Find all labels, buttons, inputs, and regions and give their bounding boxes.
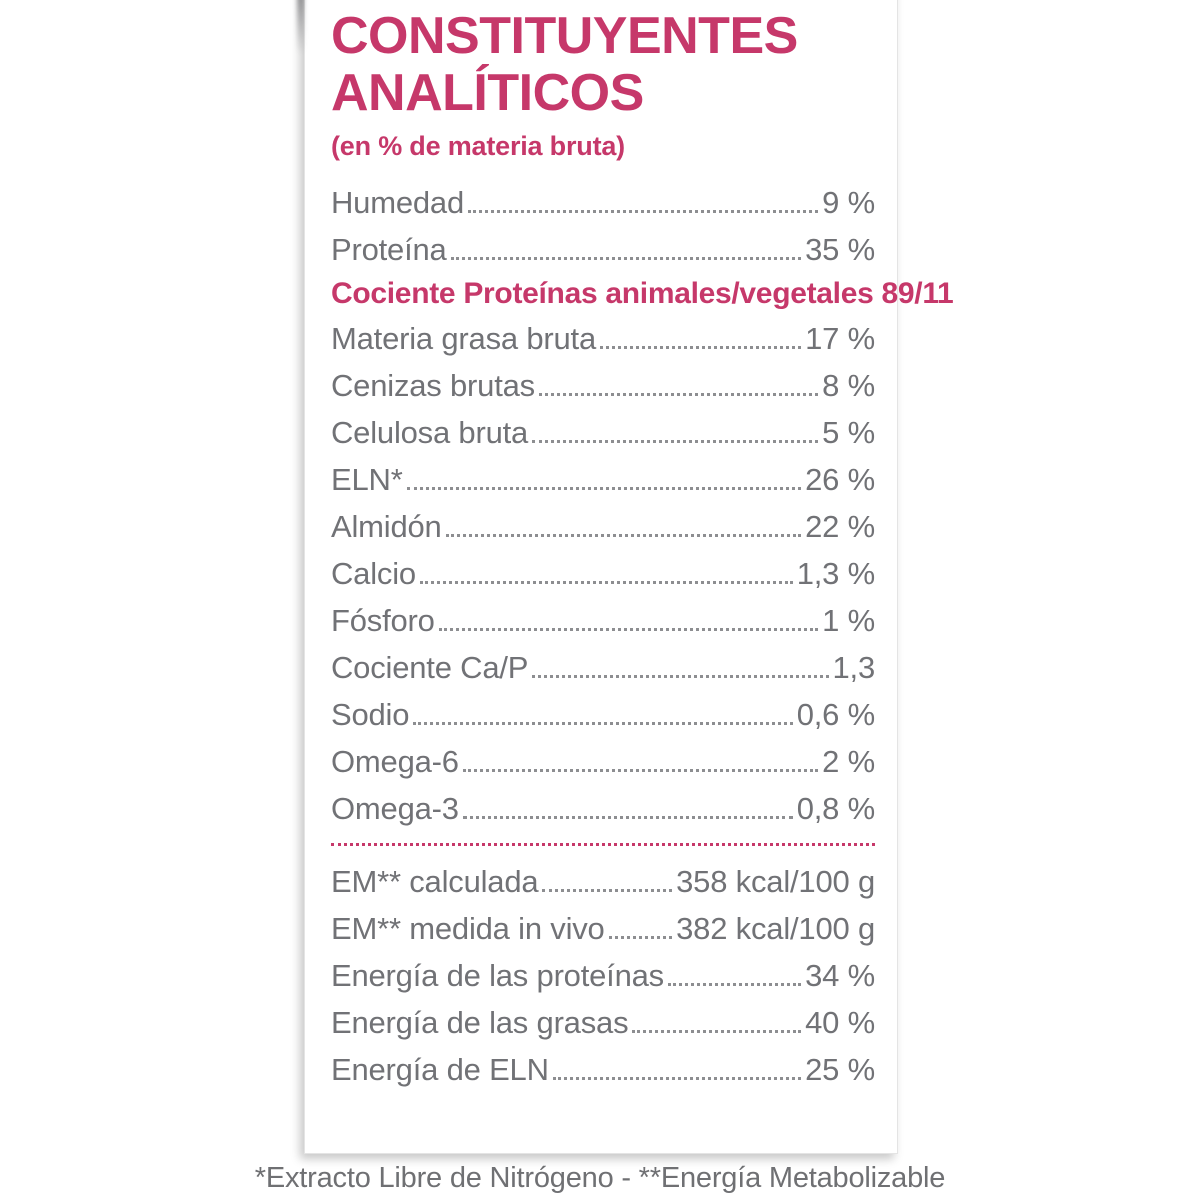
row-value: 382 kcal/100 g (676, 910, 875, 946)
row-label: Energía de las grasas (331, 1004, 629, 1040)
row-value: 1,3 (832, 649, 876, 685)
table-row: Humedad 9 % (331, 179, 875, 226)
row-label: EM** calculada (331, 863, 539, 899)
table-row: Energía de ELN 25 % (331, 1046, 875, 1093)
row-label: Almidón (331, 508, 442, 544)
dot-leader (462, 816, 793, 819)
table-row: Celulosa bruta 5 % (331, 409, 875, 456)
dot-leader (538, 393, 819, 396)
panel-subtitle: (en % de materia bruta) (331, 131, 625, 161)
row-label: Omega-3 (331, 790, 459, 826)
row-label: Calcio (331, 555, 416, 591)
dot-leader (406, 487, 802, 490)
row-value: 22 % (805, 508, 875, 544)
row-value: 35 % (805, 231, 875, 267)
dot-leader (532, 440, 819, 443)
dot-leader (667, 983, 802, 986)
dot-leader (552, 1077, 802, 1080)
row-label: Fósforo (331, 602, 435, 638)
row-label: Cenizas brutas (331, 367, 535, 403)
dot-leader (438, 628, 819, 631)
dot-leader (532, 675, 829, 678)
row-value: 0,8 % (796, 790, 875, 826)
table-row: Omega-6 2 % (331, 738, 875, 785)
row-label: Sodio (331, 696, 410, 732)
row-value: 2 % (822, 743, 875, 779)
analytical-constituents-panel: CONSTITUYENTES ANALÍTICOS (en % de mater… (304, 0, 954, 1154)
table-row: Energía de las grasas 40 % (331, 999, 875, 1046)
row-value: 25 % (805, 1051, 875, 1087)
dot-leader (600, 346, 802, 349)
footnote: *Extracto Libre de Nitrógeno - **Energía… (254, 1162, 946, 1194)
dot-leader (445, 534, 802, 537)
dot-leader (608, 936, 673, 939)
row-label: Humedad (331, 184, 465, 220)
row-value: 1 % (822, 602, 875, 638)
table-row: EM** calculada 358 kcal/100 g (331, 858, 875, 905)
highlight-row: Cociente Proteínas animales/vegetales 89… (331, 277, 954, 310)
table-row: Almidón 22 % (331, 503, 875, 550)
table-row: Sodio 0,6 % (331, 691, 875, 738)
row-value: 8 % (822, 367, 875, 403)
dot-leader (450, 257, 802, 260)
table-row: Cociente Ca/P 1,3 (331, 644, 875, 691)
dot-leader (468, 210, 819, 213)
table-row: Fósforo 1 % (331, 597, 875, 644)
row-value: 1,3 % (796, 555, 875, 591)
dot-leader (462, 769, 819, 772)
row-label: Energía de ELN (331, 1051, 549, 1087)
row-label: EM** medida in vivo (331, 910, 605, 946)
analytics-table: Humedad 9 % Proteína 35 % Cociente Proteínas… (331, 179, 954, 1093)
row-label: Materia grasa bruta (331, 320, 596, 356)
dot-leader (632, 1030, 802, 1033)
row-value: 9 % (822, 184, 875, 220)
dotted-divider (331, 843, 875, 846)
row-label: Cociente Ca/P (331, 649, 529, 685)
table-row: Omega-3 0,8 % (331, 785, 875, 832)
table-row: Cenizas brutas 8 % (331, 362, 875, 409)
panel-title: CONSTITUYENTES ANALÍTICOS (331, 8, 875, 122)
row-value: 40 % (805, 1004, 875, 1040)
panel-title-line-2: ANALÍTICOS (331, 64, 644, 122)
dot-leader (419, 581, 793, 584)
row-value: 26 % (805, 461, 875, 497)
row-label: Energía de las proteínas (331, 957, 664, 993)
row-value: 5 % (822, 414, 875, 450)
table-row: Materia grasa bruta 17 % (331, 315, 875, 362)
table-row: ELN* 26 % (331, 456, 875, 503)
table-row: Energía de las proteínas 34 % (331, 952, 875, 999)
table-row: EM** medida in vivo 382 kcal/100 g (331, 905, 875, 952)
row-label: Proteína (331, 231, 447, 267)
row-value: 358 kcal/100 g (676, 863, 875, 899)
row-label: Omega-6 (331, 743, 459, 779)
row-label: ELN* (331, 461, 403, 497)
row-value: 17 % (805, 320, 875, 356)
row-value: 0,6 % (796, 696, 875, 732)
row-value: 34 % (805, 957, 875, 993)
row-label: Celulosa bruta (331, 414, 529, 450)
panel-title-line-1: CONSTITUYENTES (331, 7, 798, 65)
table-row: Proteína 35 % (331, 226, 875, 273)
dot-leader (413, 722, 793, 725)
dot-leader (542, 889, 673, 892)
table-row: Calcio 1,3 % (331, 550, 875, 597)
